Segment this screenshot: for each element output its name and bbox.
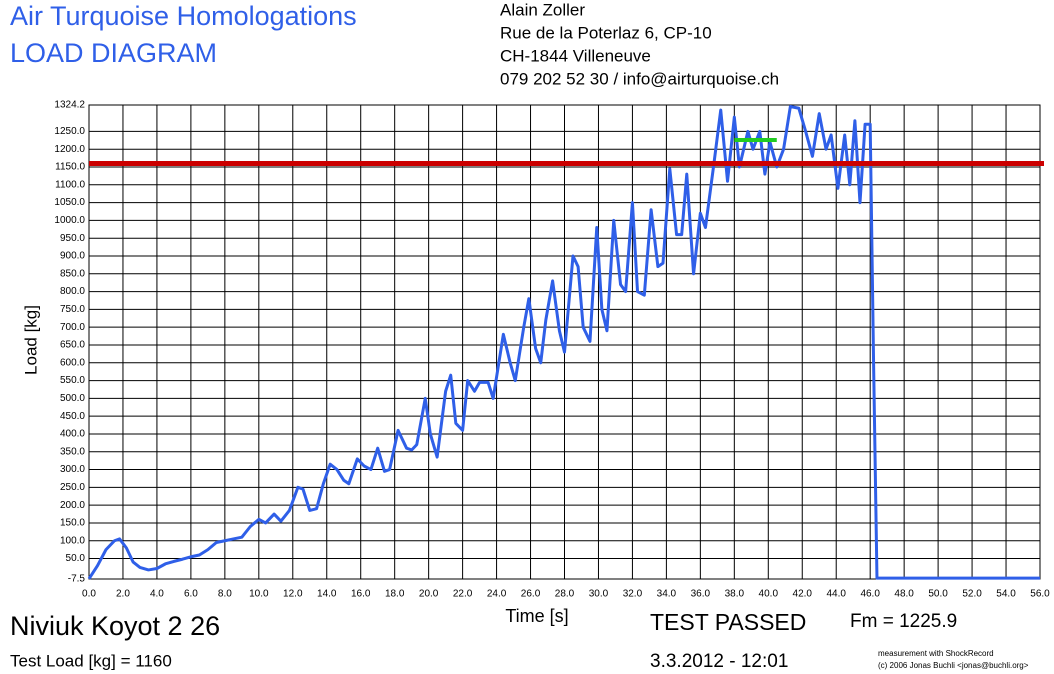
y-tick-label: 1000.0	[54, 215, 85, 226]
y-tick-label: -7.5	[68, 574, 86, 585]
x-tick-label: 32.0	[623, 589, 643, 600]
y-tick-label: 900.0	[60, 251, 85, 262]
y-tick-label: 500.0	[60, 393, 85, 404]
result: TEST PASSED	[650, 609, 806, 635]
x-tick-label: 28.0	[555, 589, 575, 600]
header-line: 079 202 52 30 / info@airturquoise.ch	[500, 69, 779, 88]
x-tick-label: 12.0	[283, 589, 303, 600]
x-tick-label: 20.0	[419, 589, 439, 600]
credit: (c) 2006 Jonas Buchli <jonas@buchli.org>	[878, 661, 1029, 670]
x-tick-label: 16.0	[351, 589, 371, 600]
x-tick-label: 42.0	[793, 589, 813, 600]
x-tick-label: 30.0	[589, 589, 609, 600]
x-tick-label: 50.0	[928, 589, 948, 600]
x-tick-label: 54.0	[996, 589, 1016, 600]
y-tick-label: 550.0	[60, 375, 85, 386]
x-tick-label: 14.0	[317, 589, 337, 600]
y-tick-label: 300.0	[60, 464, 85, 475]
y-tick-label: 400.0	[60, 429, 85, 440]
x-tick-label: 24.0	[487, 589, 507, 600]
y-tick-label: 1200.0	[54, 144, 85, 155]
y-tick-label: 700.0	[60, 322, 85, 333]
chart-subtitle: LOAD DIAGRAM	[10, 38, 217, 68]
x-tick-label: 6.0	[184, 589, 198, 600]
x-tick-label: 26.0	[521, 589, 541, 600]
glider-name: Niviuk Koyot 2 26	[10, 611, 220, 641]
y-tick-label: 1050.0	[54, 197, 85, 208]
y-tick-label: 650.0	[60, 340, 85, 351]
header-line: CH-1844 Villeneuve	[500, 46, 651, 65]
x-tick-label: 22.0	[453, 589, 473, 600]
x-tick-label: 46.0	[860, 589, 880, 600]
y-tick-label: 950.0	[60, 233, 85, 244]
x-tick-label: 48.0	[894, 589, 914, 600]
x-tick-label: 44.0	[826, 589, 846, 600]
y-tick-label: 100.0	[60, 535, 85, 546]
y-tick-label: 150.0	[60, 518, 85, 529]
header-line: Rue de la Poterlaz 6, CP-10	[500, 23, 712, 42]
date: 3.3.2012 - 12:01	[650, 651, 788, 672]
x-tick-label: 8.0	[218, 589, 232, 600]
y-axis-label: Load [kg]	[21, 305, 40, 375]
header-line: Alain Zoller	[500, 0, 585, 19]
test-load-label: Test Load [kg] = 1160	[10, 651, 172, 670]
x-tick-label: 0.0	[82, 589, 96, 600]
x-tick-label: 18.0	[385, 589, 405, 600]
y-tick-label: 600.0	[60, 357, 85, 368]
x-axis-label: Time [s]	[505, 606, 568, 626]
x-tick-label: 56.0	[1030, 589, 1050, 600]
x-tick-label: 2.0	[116, 589, 130, 600]
y-tick-label: 250.0	[60, 482, 85, 493]
x-tick-label: 38.0	[725, 589, 745, 600]
y-tick-label: 450.0	[60, 411, 85, 422]
y-tick-label: 1250.0	[54, 126, 85, 137]
x-tick-label: 40.0	[759, 589, 779, 600]
x-tick-label: 36.0	[691, 589, 711, 600]
y-tick-label: 800.0	[60, 286, 85, 297]
y-tick-label: 200.0	[60, 500, 85, 511]
fm-label: Fm = 1225.9	[850, 611, 957, 632]
x-tick-label: 10.0	[249, 589, 269, 600]
chart-title: Air Turquoise Homologations	[10, 1, 357, 31]
y-tick-label: 750.0	[60, 304, 85, 315]
x-tick-label: 34.0	[657, 589, 677, 600]
x-tick-label: 4.0	[150, 589, 164, 600]
x-tick-label: 52.0	[962, 589, 982, 600]
y-tick-label: 50.0	[66, 553, 86, 564]
y-tick-label: 350.0	[60, 446, 85, 457]
y-tick-label: 1100.0	[55, 179, 85, 190]
y-tick-label: 850.0	[60, 268, 85, 279]
credit: measurement with ShockRecord	[878, 649, 994, 658]
y-tick-label: 1150.0	[55, 162, 85, 173]
load-line	[87, 104, 1040, 580]
y-tick-label: 1324.2	[54, 100, 85, 111]
